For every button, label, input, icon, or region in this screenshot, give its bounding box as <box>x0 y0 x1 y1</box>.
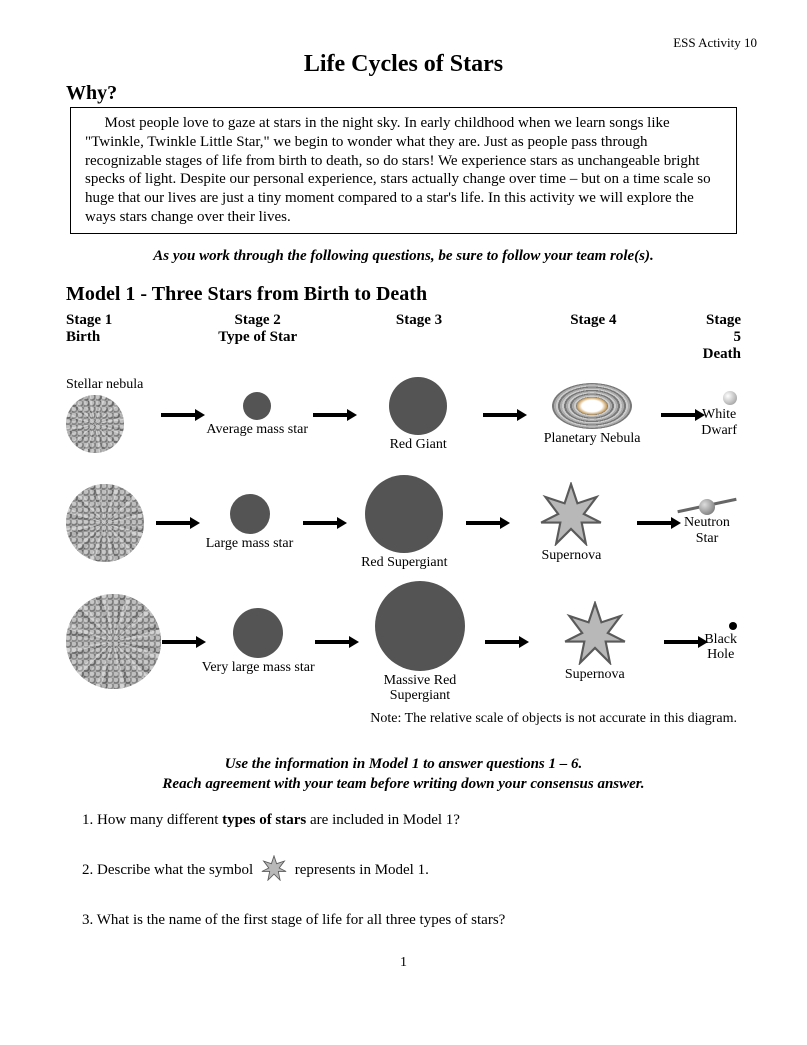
stage3-header: Stage 3 <box>354 312 484 363</box>
arrow-icon <box>485 634 525 650</box>
arrow-icon <box>466 515 506 531</box>
arrow-icon <box>303 515 343 531</box>
arrow-icon <box>315 634 355 650</box>
stage5-header: Stage 5 Death <box>703 312 741 363</box>
diagram-row: Stellar nebula Average mass star Red Giant… <box>66 365 741 465</box>
question-2: 2. Describe what the symbol represents i… <box>82 855 757 886</box>
arrow-icon <box>162 634 202 650</box>
giant-icon <box>375 581 465 671</box>
stage5-label: White Dwarf <box>701 407 737 438</box>
stage-header-row: Stage 1 Birth Stage 2 Type of Star Stage… <box>66 312 741 363</box>
star-label: Very large mass star <box>202 660 315 675</box>
diagram-note: Note: The relative scale of objects is n… <box>50 711 737 727</box>
giant-label: Red Giant <box>390 437 447 452</box>
neutron-star-icon <box>677 499 737 513</box>
planetary-nebula-icon <box>552 383 632 429</box>
stage4-label: Supernova <box>565 667 625 682</box>
arrow-icon <box>313 407 353 423</box>
model-diagram: Stellar nebula Average mass star Red Giant… <box>50 365 757 704</box>
page-title: Life Cycles of Stars <box>50 51 757 78</box>
diagram-row: Very large mass star Massive Red Supergia… <box>66 581 741 704</box>
supernova-icon <box>539 482 603 546</box>
stage2-header: Stage 2 Type of Star <box>201 312 314 363</box>
stage1-header: Stage 1 Birth <box>66 312 161 363</box>
star-icon <box>230 494 270 534</box>
model-heading: Model 1 - Three Stars from Birth to Deat… <box>66 283 757 306</box>
question-3: 3. What is the name of the first stage o… <box>82 912 757 929</box>
black-hole-icon <box>729 622 737 630</box>
star-label: Large mass star <box>206 536 294 551</box>
star-icon <box>233 608 283 658</box>
star-label: Average mass star <box>206 422 308 437</box>
supernova-icon <box>261 855 287 886</box>
diagram-row: Large mass star Red Supergiant Supernova Ne… <box>66 473 741 573</box>
intro-paragraph: Most people love to gaze at stars in the… <box>70 107 737 234</box>
star-icon <box>243 392 271 420</box>
why-heading: Why? <box>66 82 757 105</box>
stellar-nebula-icon <box>66 395 124 453</box>
stage5-label: Black Hole <box>704 632 737 663</box>
stage4-header: Stage 4 <box>524 312 663 363</box>
supernova-icon <box>563 601 627 665</box>
giant-icon <box>365 475 443 553</box>
stellar-nebula-icon <box>66 594 161 689</box>
white-dwarf-icon <box>723 391 737 405</box>
activity-label: ESS Activity 10 <box>50 35 757 51</box>
arrow-icon <box>483 407 523 423</box>
arrow-icon <box>161 407 201 423</box>
arrow-icon <box>664 634 704 650</box>
giant-label: Massive Red Supergiant <box>355 673 485 704</box>
stage4-label: Planetary Nebula <box>544 431 641 446</box>
giant-icon <box>389 377 447 435</box>
nebula-label: Stellar nebula <box>66 377 143 393</box>
stage5-label: Neutron Star <box>677 515 737 546</box>
questions-instruction: Use the information in Model 1 to answer… <box>50 755 757 794</box>
arrow-icon <box>637 515 677 531</box>
giant-label: Red Supergiant <box>361 555 447 570</box>
arrow-icon <box>661 407 701 423</box>
stellar-nebula-icon <box>66 484 144 562</box>
arrow-icon <box>156 515 196 531</box>
page-number: 1 <box>50 955 757 971</box>
question-1: 1. How many different types of stars are… <box>82 812 757 829</box>
stage4-label: Supernova <box>541 548 601 563</box>
team-role-instruction: As you work through the following questi… <box>50 248 757 265</box>
